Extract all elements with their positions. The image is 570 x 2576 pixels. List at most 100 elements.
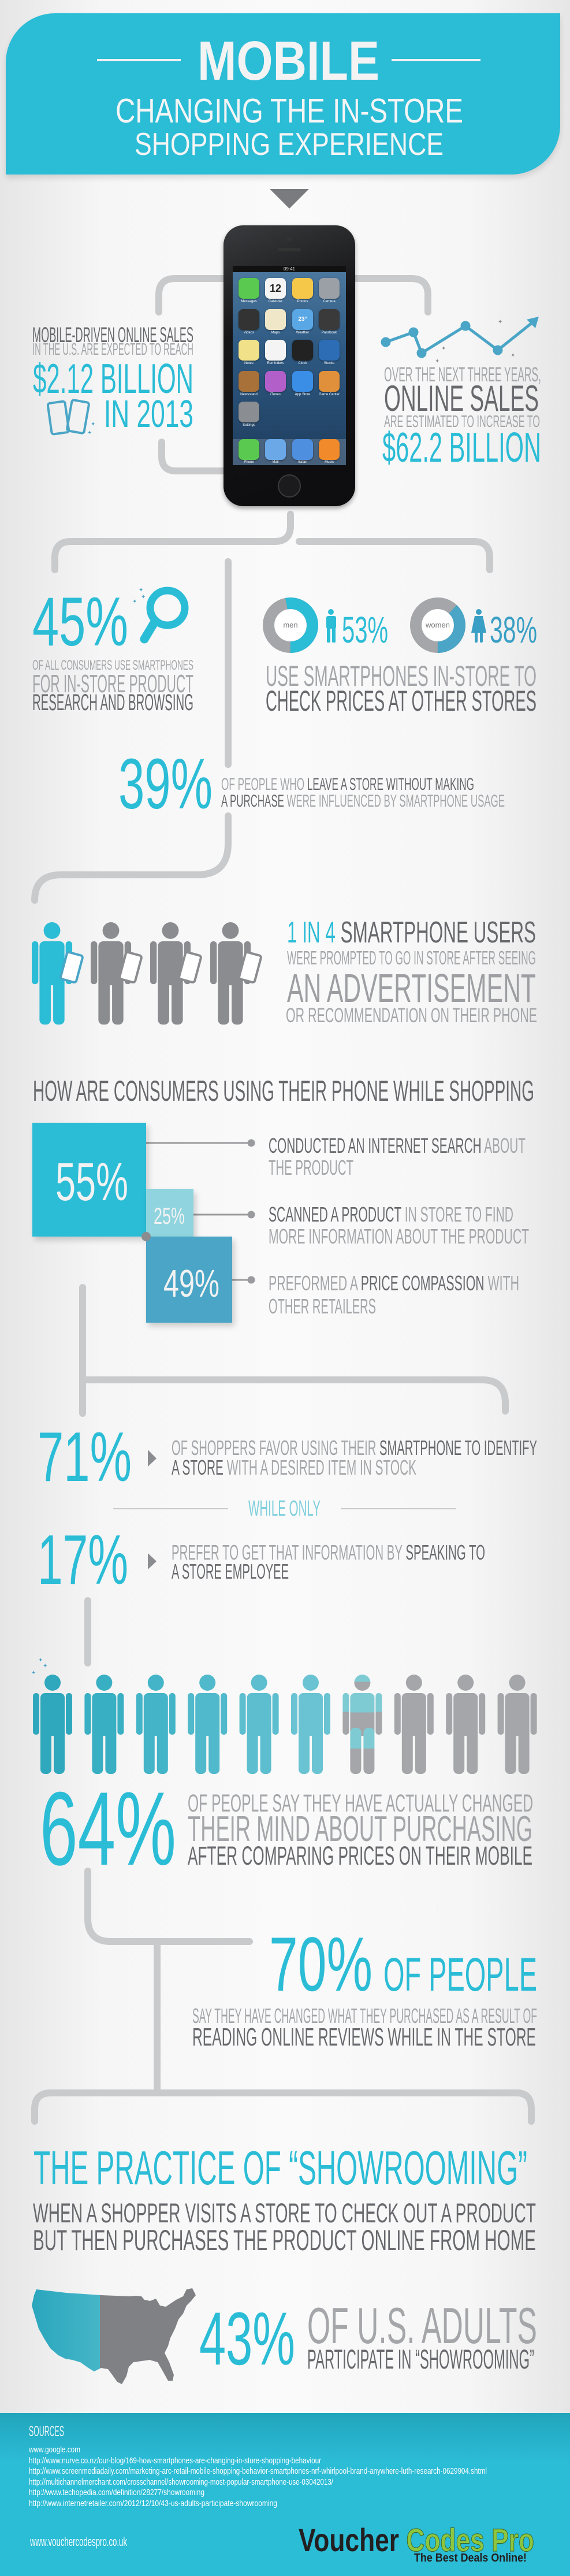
person-icon xyxy=(239,1675,279,1774)
logo-tagline: The Best Deals Online! xyxy=(414,2552,527,2564)
usage-text: SCANNED A PRODUCT IN STORE TO FIND xyxy=(269,1202,513,1226)
while-only-label: WHILE ONLY xyxy=(248,1497,321,1521)
app-label: iTunes xyxy=(270,393,281,396)
identify-line: A STORE WITH A DESIRED ITEM IN STOCK xyxy=(172,1456,416,1479)
app-label: Weather xyxy=(296,331,310,335)
app-icon xyxy=(239,309,259,330)
online-sales-line: ONLINE SALES xyxy=(384,378,539,419)
men-donut-chart xyxy=(263,597,318,653)
app-label: Stocks xyxy=(323,362,334,365)
dock-app-label: Phone xyxy=(244,461,254,464)
header-banner xyxy=(6,13,560,175)
usage-value: 25% xyxy=(154,1204,185,1229)
tablet-icon xyxy=(178,951,202,983)
connector xyxy=(31,812,232,904)
women-label: women xyxy=(425,621,450,629)
person-icon xyxy=(342,1675,382,1774)
connector xyxy=(31,2089,535,2125)
changed-mind-line: OF PEOPLE SAY THEY HAVE ACTUALLY CHANGED xyxy=(188,1790,533,1817)
app-label: Videos xyxy=(243,331,255,335)
svg-text:✦: ✦ xyxy=(132,599,137,605)
app-label: Clock xyxy=(298,362,307,365)
identify-line: OF SHOPPERS FAVOR USING THEIR SMARTPHONE… xyxy=(172,1436,537,1460)
usage-box-55 xyxy=(32,1123,146,1237)
sales-line: MOBILE-DRIVEN ONLINE SALES xyxy=(32,323,193,347)
donut-center xyxy=(422,610,453,641)
men-label: men xyxy=(283,621,297,629)
men-value: 53% xyxy=(342,609,388,651)
sales-line: IN THE U.S. ARE EXPECTED TO REACH xyxy=(32,340,193,359)
app-label: Calendar xyxy=(268,300,283,303)
connector xyxy=(51,511,294,573)
showrooming-heading: THE PRACTICE OF “SHOWROOMING” xyxy=(33,2141,527,2195)
source-link[interactable]: http://www.techopedia.com/definition/282… xyxy=(29,2488,204,2498)
source-link[interactable]: http://www.nurve.co.nz/our-blog/169-how-… xyxy=(29,2455,321,2466)
svg-text:✦: ✦ xyxy=(31,1670,36,1676)
advert-line: 1 IN 4 SMARTPHONE USERS xyxy=(287,916,536,949)
employee-line: PREFER TO GET THAT INFORMATION BY SPEAKI… xyxy=(172,1541,485,1564)
app-icon xyxy=(265,309,286,330)
logo: Voucher Codes Pro xyxy=(299,2522,534,2558)
app-label: Camera xyxy=(323,300,336,303)
svg-text:✦: ✦ xyxy=(139,587,143,593)
svg-text:✦: ✦ xyxy=(441,346,446,352)
svg-text:✦: ✦ xyxy=(498,319,502,325)
advert-line: OR RECOMMENDATION ON THEIR PHONE xyxy=(286,1004,537,1027)
source-link[interactable]: http://www.screenmediadaily.com/marketin… xyxy=(29,2466,487,2477)
usage-text: MORE INFORMATION ABOUT THE PRODUCT xyxy=(269,1224,529,1248)
showrooming-definition: BUT THEN PURCHASES THE PRODUCT ONLINE FR… xyxy=(33,2224,536,2256)
app-label: Notes xyxy=(244,362,254,365)
joint-dot xyxy=(141,1232,151,1241)
app-label: Settings xyxy=(243,424,255,427)
sparkle-icon: ✦✦✦ xyxy=(31,1657,47,1676)
speaker xyxy=(278,248,301,251)
usage-box-49 xyxy=(146,1237,232,1323)
arrow-icon xyxy=(148,1450,157,1467)
dock-app-icon xyxy=(265,439,286,460)
source-link[interactable]: www.google.com xyxy=(29,2445,80,2455)
advert-line: WERE PROMPTED TO GO IN STORE AFTER SEEIN… xyxy=(287,947,536,968)
connector xyxy=(79,1376,509,1415)
donut-center xyxy=(275,610,306,641)
person-icon xyxy=(394,1675,434,1774)
source-link[interactable]: http://www.internetretailer.com/2012/12/… xyxy=(29,2499,277,2508)
phone-screen: 09:41 Messages 12 Calendar Photos Camera Vide… xyxy=(233,266,346,465)
svg-text:✦: ✦ xyxy=(38,1657,43,1664)
app-label: Newsstand xyxy=(240,393,258,396)
svg-text:✦: ✦ xyxy=(43,1663,47,1669)
home-button xyxy=(278,474,301,498)
person-icon xyxy=(84,1675,124,1774)
identify-value: 71% xyxy=(38,1417,132,1496)
app-icon xyxy=(319,340,340,361)
online-sales-line: OVER THE NEXT THREE YEARS, xyxy=(384,363,541,386)
sparkle-icon: ✦✦✦✦ xyxy=(435,319,515,365)
influenced-line: OF PEOPLE WHO LEAVE A STORE WITHOUT MAKI… xyxy=(221,775,474,794)
reviews-suffix: OF PEOPLE xyxy=(383,1948,537,2001)
subtitle-line: CHANGING THE IN-STORE xyxy=(116,92,463,130)
smartphone-image: 09:41 Messages 12 Calendar Photos Camera Vide… xyxy=(223,225,355,506)
person-icon xyxy=(136,1675,176,1774)
online-sales-line: ARE ESTIMATED TO INCREASE TO xyxy=(384,413,540,431)
tablet-icon xyxy=(118,951,143,983)
showrooming-definition: WHEN A SHOPPER VISITS A STORE TO CHECK O… xyxy=(33,2198,536,2228)
usage-text: CONDUCTED AN INTERNET SEARCH ABOUT xyxy=(269,1134,526,1157)
growth-chart-icon xyxy=(381,317,539,358)
app-icon xyxy=(292,278,313,299)
connector xyxy=(158,439,229,474)
title-rule xyxy=(97,59,181,61)
sales-year: IN 2013 xyxy=(104,392,193,436)
svg-text:✦: ✦ xyxy=(141,594,146,600)
person-icon xyxy=(33,1675,72,1774)
app-icon xyxy=(239,371,259,392)
app-label: Passbook xyxy=(321,331,337,335)
svg-text:✦: ✦ xyxy=(87,430,92,436)
source-link[interactable]: http://multichannelmerchant.com/crosscha… xyxy=(29,2477,333,2487)
app-icon: 12 xyxy=(265,278,286,299)
site-link[interactable]: www.vouchercodespro.co.uk xyxy=(30,2534,127,2549)
tablet-icon xyxy=(238,951,262,983)
app-label: Messages xyxy=(241,300,257,303)
research-line: RESEARCH AND BROWSING xyxy=(32,690,194,715)
connector xyxy=(84,1868,253,1945)
dock-app-label: Safari xyxy=(298,461,307,464)
title-rule xyxy=(392,59,480,61)
